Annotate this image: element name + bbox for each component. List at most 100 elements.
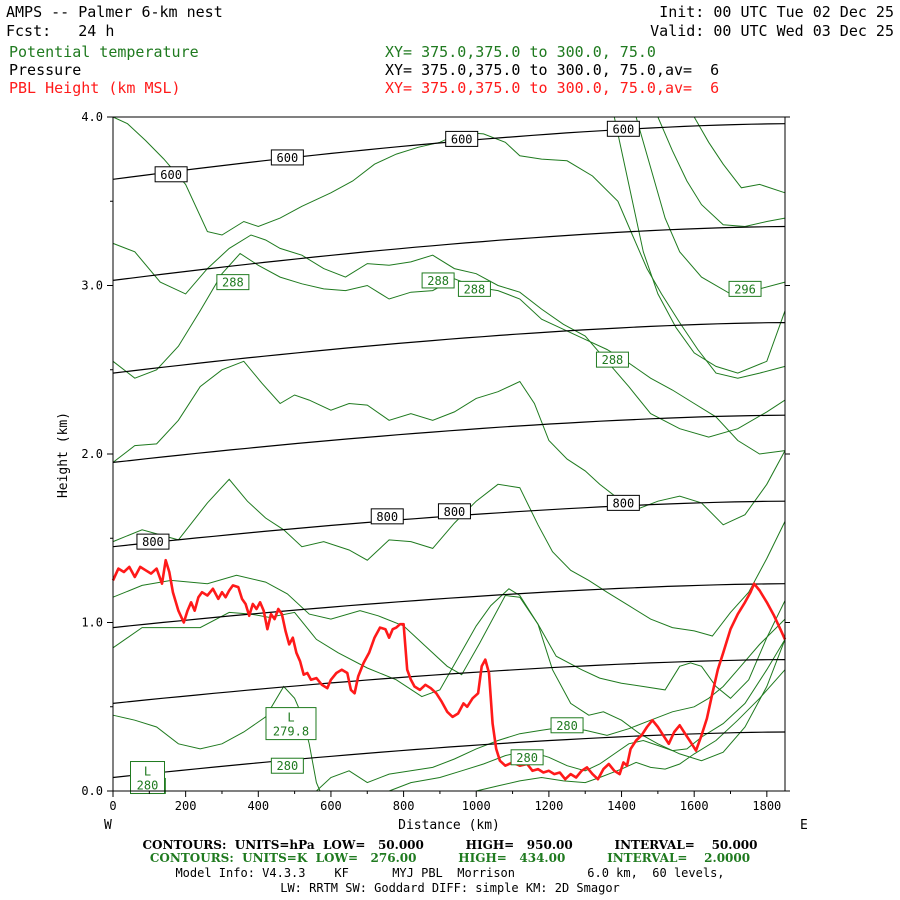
theta-label-box — [270, 757, 304, 774]
footer-physics-info: LW: RRTM SW: Goddard DIFF: simple KM: 2D… — [280, 881, 620, 895]
theta-label-text: 280 — [556, 719, 578, 733]
axes: 0 200 400 600 800 1000 1200 1400 1600 1800 0.0 1.0 2… — [81, 110, 790, 813]
pbl-height-line — [111, 558, 787, 781]
theta-label-text: 288 — [427, 274, 449, 288]
pressure-label-5: 600 — [270, 149, 304, 166]
theta-contour-8 — [635, 116, 786, 295]
theta-contour-14 — [476, 669, 786, 792]
footer-pressure-contours: CONTOURS: UNITS=hPa LOW= 50.000 HIGH= 95… — [142, 838, 758, 852]
pressure-label-box — [437, 503, 471, 520]
theta-label-box — [728, 280, 762, 297]
low-marker-box — [130, 761, 166, 795]
init-time: Init: 00 UTC Tue 02 Dec 25 — [659, 3, 894, 21]
pressure-contours — [112, 123, 786, 779]
pressure-contour-1 — [112, 658, 786, 704]
pbl-height-series — [111, 558, 787, 781]
plot-frame — [112, 116, 786, 792]
theta-label-text: 288 — [602, 353, 624, 367]
forecast-hour: Fcst: 24 h — [6, 22, 115, 40]
low-marker-letter: L — [144, 765, 151, 779]
pressure-label-text: 600 — [451, 132, 473, 146]
pressure-label-box — [154, 166, 188, 183]
field-pressure-name: Pressure — [9, 61, 82, 79]
y-axis-label: Height (km) — [56, 412, 71, 498]
y-tick-label-2: 2.0 — [81, 447, 103, 461]
pressure-label-box — [270, 149, 304, 166]
x-tick-label-9: 1800 — [752, 799, 781, 813]
theta-label-7: 280 — [270, 757, 304, 774]
low-marker-box — [265, 707, 317, 741]
theta-contour-1 — [112, 574, 786, 699]
pressure-label-1: 800 — [370, 508, 404, 525]
theta-label-text: 288 — [464, 282, 486, 296]
pressure-label-box — [445, 130, 479, 147]
pressure-label-text: 800 — [444, 505, 466, 519]
field-pbl-xy: XY= 375.0,375.0 to 300.0, 75.0,av= 6 — [385, 79, 720, 97]
pressure-label-box — [606, 120, 640, 137]
pressure-label-text: 600 — [277, 151, 299, 165]
theta-label-box — [421, 272, 455, 289]
theta-label-text: 280 — [277, 759, 299, 773]
field-theta-xy: XY= 375.0,375.0 to 300.0, 75.0 — [385, 43, 656, 61]
theta-label-box — [550, 717, 584, 734]
theta-contour-10 — [693, 116, 786, 194]
pressure-label-text: 800 — [613, 496, 635, 510]
low-marker-value: 280 — [137, 779, 159, 793]
x-tick-label-1: 200 — [175, 799, 197, 813]
pressure-label-box — [606, 494, 640, 511]
pressure-label-text: 800 — [142, 535, 164, 549]
x-tick-label-3: 600 — [320, 799, 342, 813]
field-theta-name: Potential temperature — [9, 43, 199, 61]
theta-label-text: 288 — [222, 276, 244, 290]
pressure-label-text: 600 — [613, 122, 635, 136]
pressure-contour-0 — [112, 731, 786, 779]
theta-label-1: 288 — [421, 272, 455, 289]
pressure-label-text: 600 — [160, 168, 182, 182]
contour-labels: 800 800 800 800 600 600 600 600 288 288 288 288 296 2… — [130, 120, 762, 795]
theta-label-2: 288 — [457, 280, 491, 297]
theta-label-box — [457, 280, 491, 297]
theta-contour-5 — [112, 234, 786, 438]
pressure-label-6: 600 — [445, 130, 479, 147]
y-tick-label-3: 3.0 — [81, 279, 103, 293]
x-tick-label-4: 800 — [393, 799, 415, 813]
theta-label-text: 296 — [734, 282, 756, 296]
y-tick-label-1: 1.0 — [81, 616, 103, 630]
pressure-contour-5 — [112, 322, 786, 374]
y-tick-label-0: 0.0 — [81, 784, 103, 798]
theta-contour-13 — [388, 639, 786, 792]
footer-theta-contours: CONTOURS: UNITS=K LOW= 276.00 HIGH= 434.… — [149, 851, 751, 865]
x-axis-east-label: E — [800, 818, 808, 833]
valid-time: Valid: 00 UTC Wed 03 Dec 25 — [650, 22, 894, 40]
pressure-label-box — [136, 533, 170, 550]
x-tick-label-0: 0 — [109, 799, 116, 813]
pressure-label-box — [370, 508, 404, 525]
footer-model-info: Model Info: V4.3.3 KF MYJ PBL Morrison 6… — [175, 866, 725, 880]
x-axis-label: Distance (km) — [398, 818, 500, 833]
pressure-contour-4 — [112, 414, 786, 463]
x-tick-label-7: 1400 — [607, 799, 636, 813]
theta-label-3: 288 — [595, 351, 629, 368]
theta-label-6: 280 — [510, 749, 544, 766]
theta-contour-7 — [613, 116, 786, 374]
y-tick-label-4: 4.0 — [81, 110, 103, 124]
x-tick-label-8: 1600 — [680, 799, 709, 813]
theta-label-box — [510, 749, 544, 766]
theta-label-0: 288 — [216, 274, 250, 291]
pressure-label-2: 800 — [437, 503, 471, 520]
pressure-label-text: 800 — [376, 510, 398, 524]
theta-contour-12 — [316, 618, 786, 792]
theta-label-5: 280 — [550, 717, 584, 734]
chart-title: AMPS -- Palmer 6-km nest — [6, 3, 223, 21]
theta-label-box — [595, 351, 629, 368]
field-pressure-xy: XY= 375.0,375.0 to 300.0, 75.0,av= 6 — [385, 61, 720, 79]
pressure-contour-6 — [112, 225, 786, 281]
pressure-contour-2 — [112, 583, 786, 629]
pressure-label-3: 800 — [606, 494, 640, 511]
pressure-label-7: 600 — [606, 120, 640, 137]
x-axis-west-label: W — [104, 818, 112, 833]
theta-contour-3 — [112, 360, 786, 526]
x-tick-label-2: 400 — [247, 799, 269, 813]
